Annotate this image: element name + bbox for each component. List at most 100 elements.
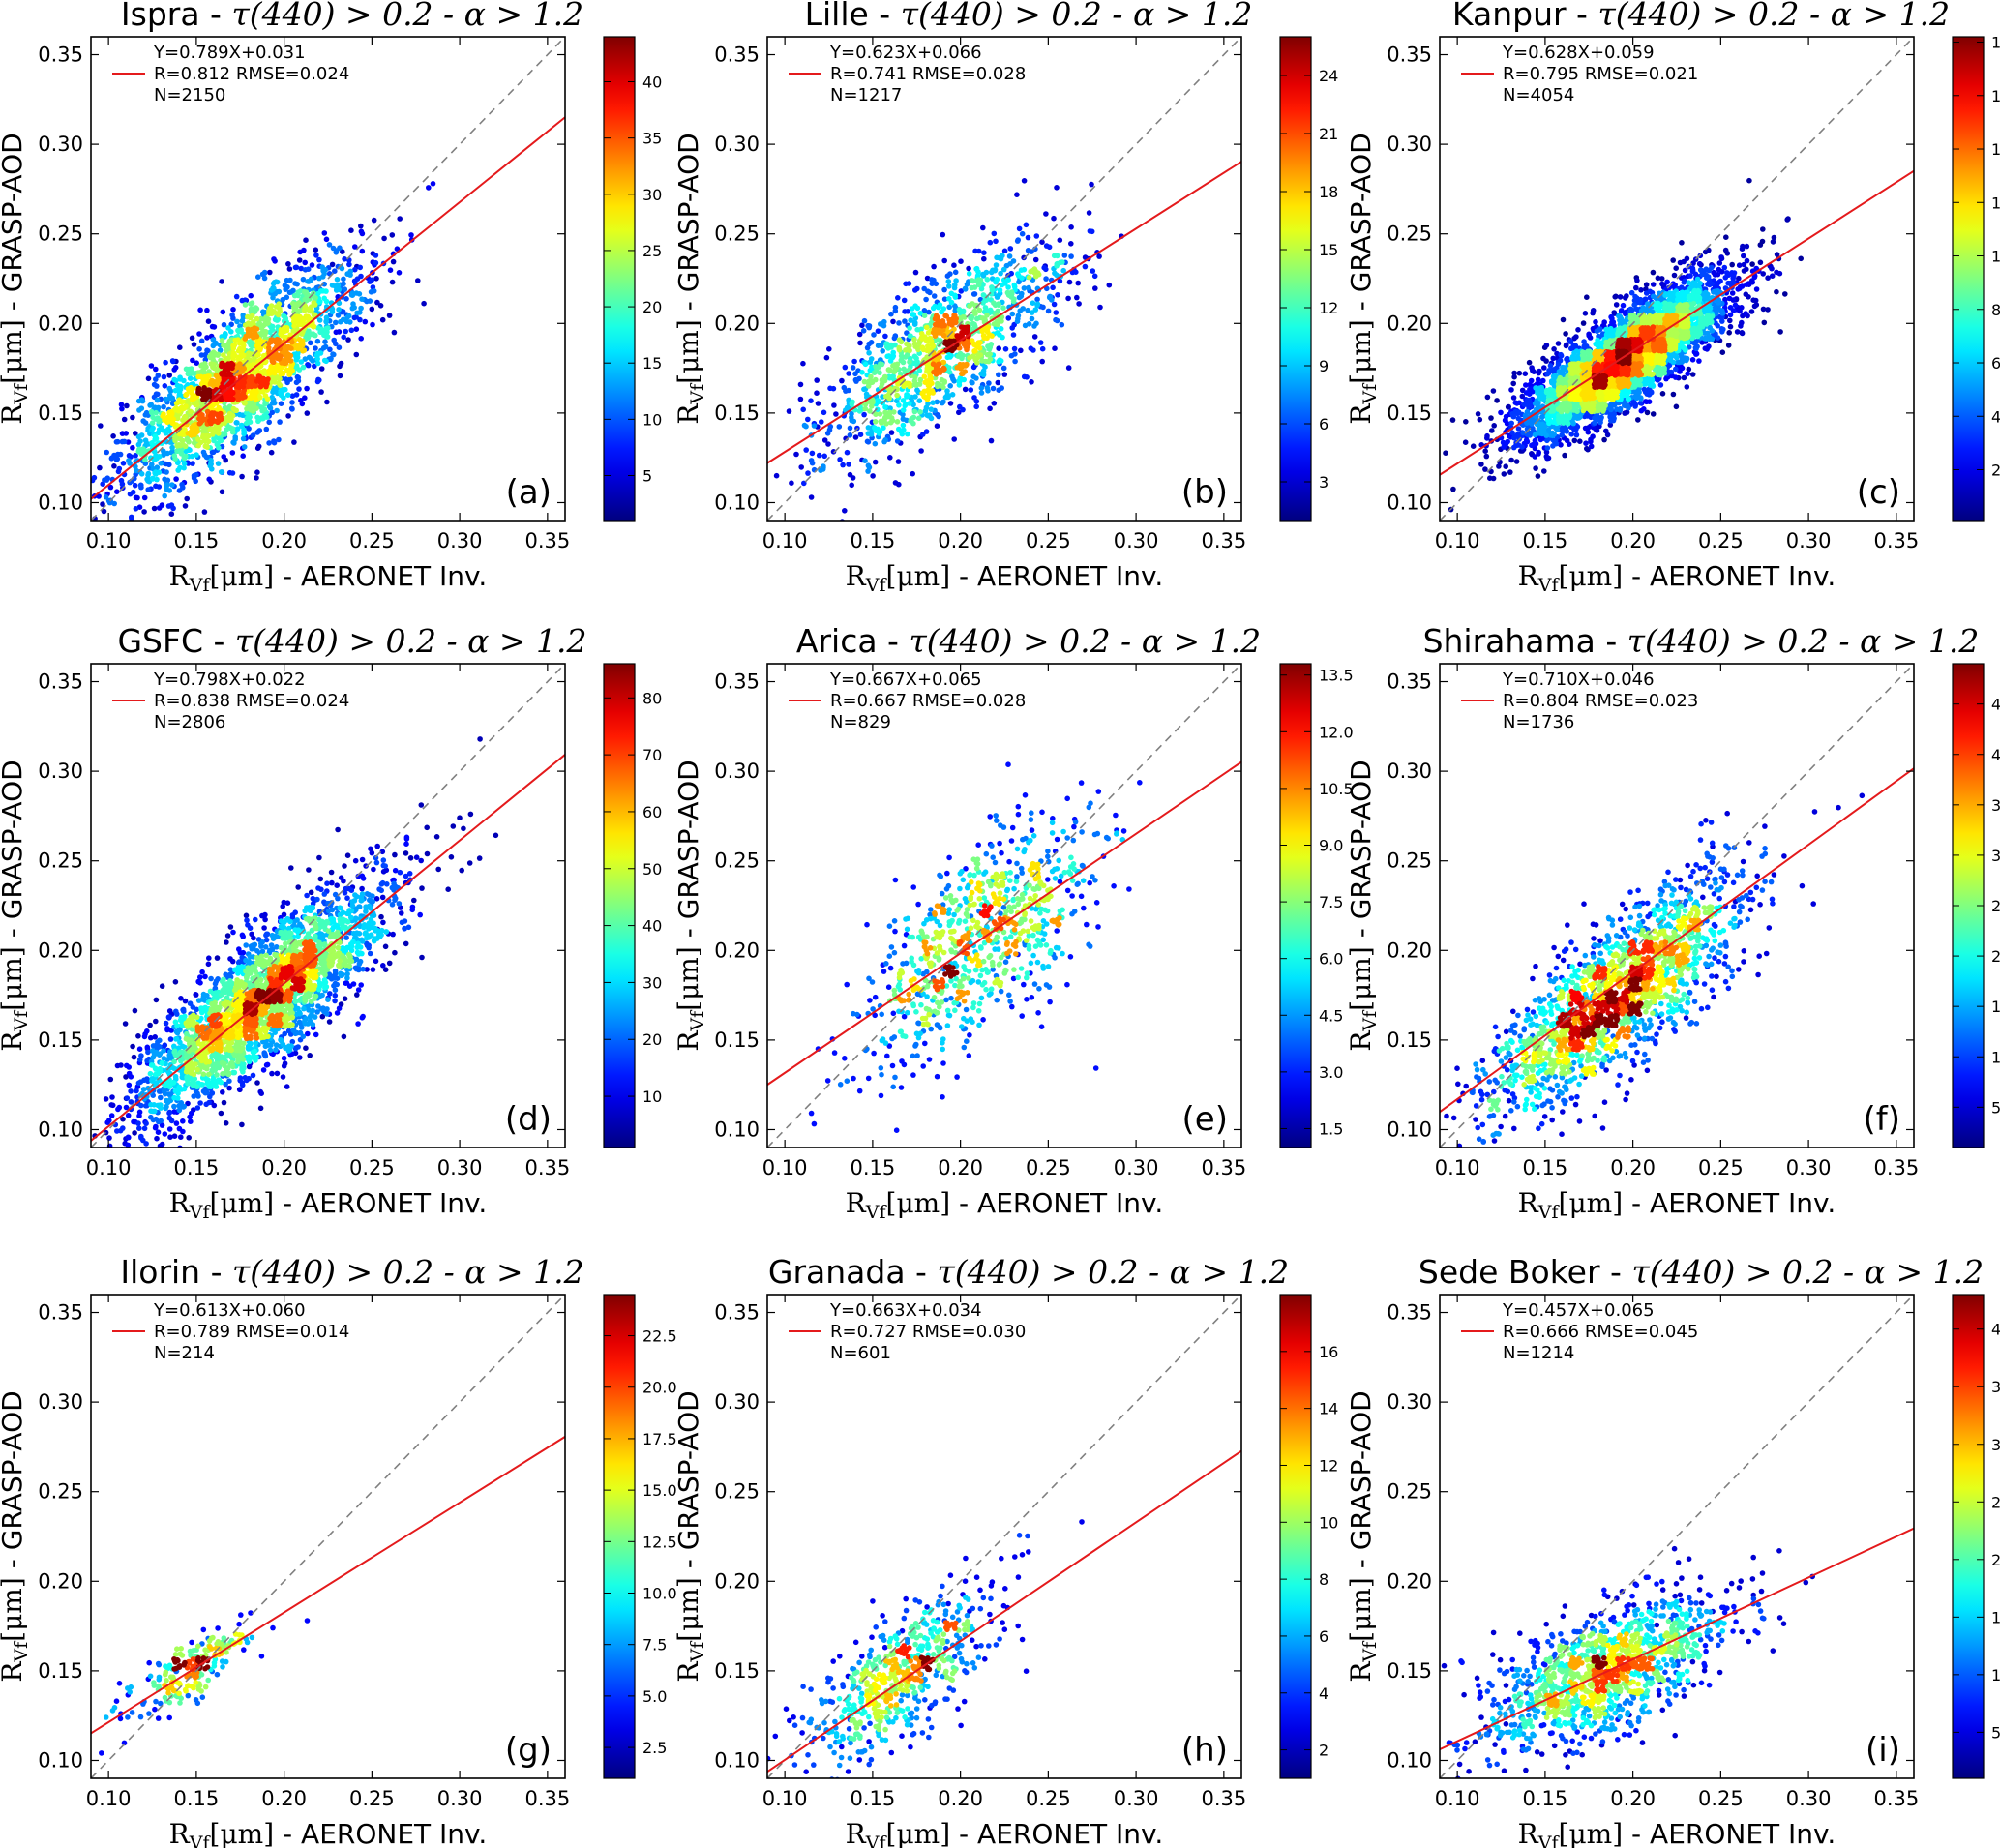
data-point xyxy=(948,290,955,297)
data-point xyxy=(1662,291,1669,297)
data-point xyxy=(320,344,327,351)
data-point xyxy=(210,337,217,343)
data-point xyxy=(886,391,892,398)
data-point xyxy=(175,467,181,473)
data-point xyxy=(1533,385,1538,391)
data-point xyxy=(896,346,903,353)
data-point xyxy=(1741,261,1747,268)
data-point xyxy=(1727,323,1734,330)
data-point xyxy=(973,399,980,404)
data-point xyxy=(184,495,190,502)
colorbar-tick-label: 21 xyxy=(1319,125,1338,143)
data-point xyxy=(341,334,347,341)
data-point xyxy=(136,407,142,413)
data-point xyxy=(300,276,307,283)
data-point xyxy=(1089,181,1094,188)
data-point xyxy=(181,461,188,467)
data-point xyxy=(1475,411,1481,417)
data-point xyxy=(903,281,909,287)
data-point xyxy=(1029,379,1034,385)
colorbar-tick-label: 9 xyxy=(1319,357,1328,375)
colorbar-tick-label: 40 xyxy=(642,74,662,92)
data-point xyxy=(219,338,225,343)
data-point xyxy=(1544,390,1551,396)
data-point xyxy=(1535,473,1541,479)
data-point xyxy=(377,303,384,309)
data-point xyxy=(174,460,181,466)
data-point xyxy=(918,331,925,337)
data-point xyxy=(1649,378,1655,385)
data-point xyxy=(894,438,901,444)
data-point xyxy=(862,361,869,368)
data-point xyxy=(935,411,940,418)
data-point xyxy=(1477,416,1483,423)
data-point xyxy=(1716,297,1722,303)
data-point xyxy=(267,370,274,376)
data-point xyxy=(815,401,821,406)
data-point xyxy=(1490,475,1497,482)
data-point xyxy=(1009,311,1016,317)
data-point xyxy=(189,453,195,460)
data-point xyxy=(229,312,235,318)
data-point xyxy=(1015,315,1021,322)
data-point xyxy=(180,417,186,424)
data-point xyxy=(867,408,873,414)
data-point xyxy=(952,294,959,300)
data-point xyxy=(312,363,317,370)
data-point xyxy=(1060,267,1066,274)
legend-n: N=1217 xyxy=(830,85,902,105)
data-point xyxy=(271,439,278,446)
data-point xyxy=(793,451,799,458)
data-point xyxy=(831,402,837,408)
data-point xyxy=(929,277,935,283)
data-point xyxy=(1501,444,1507,450)
data-point xyxy=(970,353,976,360)
data-point xyxy=(934,366,940,372)
data-point xyxy=(908,317,913,323)
data-point xyxy=(1045,308,1052,314)
data-point xyxy=(203,364,209,371)
data-point xyxy=(164,486,169,492)
data-point xyxy=(1646,399,1653,405)
data-point xyxy=(757,435,762,441)
data-point xyxy=(408,232,414,238)
data-point xyxy=(971,284,978,290)
data-point xyxy=(870,473,876,479)
data-point xyxy=(911,337,917,343)
data-point xyxy=(918,448,924,454)
data-point xyxy=(949,373,955,379)
data-point xyxy=(194,452,199,458)
data-point xyxy=(276,301,283,307)
colorbar-tick-label: 3 xyxy=(1319,473,1328,492)
data-point xyxy=(1650,301,1657,307)
data-point xyxy=(195,370,201,375)
data-point xyxy=(325,325,331,331)
data-point xyxy=(219,360,224,367)
x-tick-label: 0.25 xyxy=(349,529,395,552)
chart-title: Lille - τ(440) > 0.2 - α > 1.2 xyxy=(805,0,1253,33)
data-point xyxy=(284,277,290,283)
data-point xyxy=(947,271,953,277)
data-point xyxy=(214,430,220,435)
data-point xyxy=(979,358,985,364)
data-point xyxy=(193,430,199,435)
data-point xyxy=(1000,365,1007,372)
y-tick-label: 0.20 xyxy=(714,312,760,335)
panel-lille: 0.10 0.15 0.20 0.25 0.30 0.350.100.150.200.25… xyxy=(672,0,1338,596)
data-point xyxy=(192,395,197,402)
data-point xyxy=(181,377,187,384)
data-point xyxy=(235,392,241,399)
data-point xyxy=(1610,328,1616,334)
data-point xyxy=(200,396,206,402)
data-point xyxy=(260,377,267,383)
data-point xyxy=(937,354,942,361)
data-point xyxy=(1051,215,1057,222)
colorbar-tick-label: 24 xyxy=(1319,67,1338,85)
data-point xyxy=(1672,282,1678,288)
data-point xyxy=(1106,282,1113,288)
data-point xyxy=(821,409,827,416)
data-point xyxy=(347,319,353,325)
data-point xyxy=(217,347,224,353)
data-point xyxy=(323,318,330,324)
data-point xyxy=(389,279,396,285)
